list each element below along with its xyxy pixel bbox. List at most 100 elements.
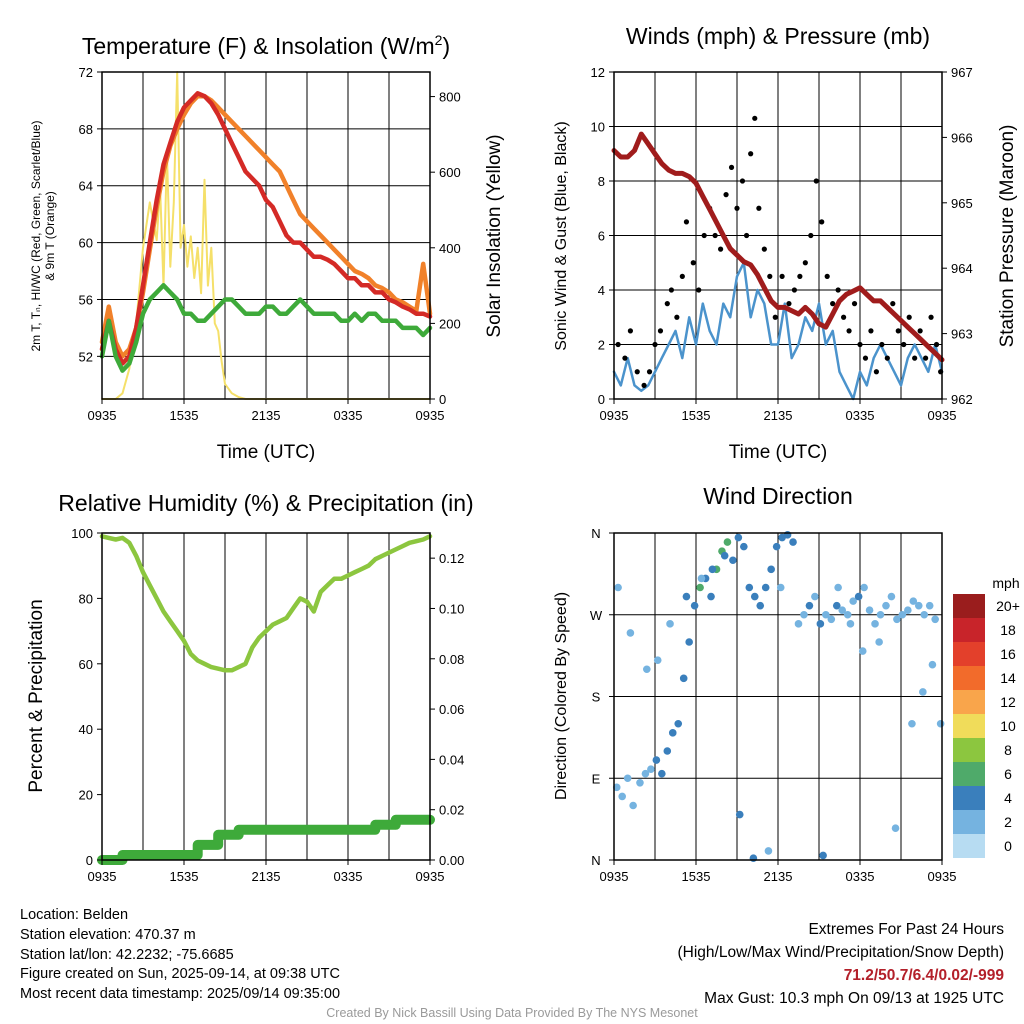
series-line-precipitation (97, 814, 435, 865)
direction-point (882, 601, 890, 610)
legend-title: mph (992, 575, 1019, 591)
direction-point (794, 620, 803, 628)
direction-point (734, 533, 743, 542)
legend-label: 0 (1004, 838, 1012, 854)
figure-created: Figure created on Sun, 2025-09-14, at 09… (20, 966, 340, 983)
gust-point (895, 328, 901, 334)
direction-point (800, 610, 808, 619)
direction-point (914, 601, 923, 610)
recent-data-timestamp: Most recent data timestamp: 2025/09/14 0… (20, 986, 341, 1003)
direction-point (871, 620, 879, 628)
y-right-tick-label: 963 (951, 327, 973, 342)
y-tick-label: N (591, 853, 600, 868)
direction-point (761, 583, 770, 592)
gust-point (627, 328, 634, 334)
legend-label: 2 (1004, 814, 1012, 830)
y-right-tick-label: 0.02 (439, 803, 464, 818)
gust-point (928, 314, 934, 320)
legend-swatch (953, 690, 985, 714)
y-tick-label: 72 (79, 65, 93, 80)
direction-point (679, 674, 688, 683)
gust-point (657, 328, 664, 334)
gust-point (819, 219, 825, 225)
y-right-tick-label: 964 (951, 261, 973, 276)
gust-point (830, 301, 836, 307)
gust-point (674, 314, 680, 320)
direction-point (891, 824, 900, 833)
x-axis-label: Time (UTC) (217, 442, 316, 463)
legend-label: 4 (1004, 790, 1012, 806)
x-tick-label: 0335 (334, 408, 363, 423)
x-tick-label: 0935 (416, 869, 445, 884)
gust-point (772, 314, 778, 320)
direction-point (849, 597, 857, 605)
x-tick-label: 2135 (252, 869, 281, 884)
direction-point (652, 756, 661, 764)
gust-point (712, 232, 718, 239)
x-axis-label: Time (UTC) (729, 442, 828, 463)
direction-point (865, 606, 874, 615)
series-line-green (99, 283, 433, 373)
direction-point (822, 610, 830, 619)
y-right-tick-label: 800 (439, 90, 461, 105)
y-axis-label: Direction (Colored By Speed) (553, 592, 570, 800)
y-tick-label: 60 (79, 236, 93, 251)
direction-point (772, 542, 781, 551)
gust-point (917, 328, 923, 334)
x-tick-label: 2135 (764, 869, 793, 884)
x-tick-label: 1535 (170, 408, 199, 423)
direction-point (887, 592, 896, 601)
y-tick-label: 12 (591, 65, 605, 80)
gust-point (824, 273, 830, 279)
y-tick-label: E (592, 771, 601, 786)
legend-swatch (953, 666, 985, 690)
y-right-tick-label: 0 (439, 392, 446, 407)
series-line-humidity (99, 534, 433, 673)
direction-point (931, 615, 939, 624)
y-right-tick-label: 0.10 (439, 601, 464, 616)
direction-point (740, 542, 748, 551)
gust-point (739, 178, 746, 184)
y-tick-label: 2 (598, 338, 605, 353)
y-tick-label: 8 (598, 174, 605, 189)
x-tick-label: 0935 (600, 869, 629, 884)
direction-point (846, 620, 855, 628)
direction-point (643, 665, 651, 674)
legend-label: 10 (1000, 718, 1016, 734)
y-right-tick-label: 962 (951, 392, 973, 407)
x-tick-label: 0935 (88, 408, 117, 423)
gust-point (868, 328, 874, 334)
direction-point (925, 601, 934, 610)
y-axis-label-right: Solar Insolation (Yellow) (484, 134, 505, 337)
gust-point (901, 341, 907, 348)
y-tick-label: N (591, 526, 600, 541)
y-axis-label-right: Station Pressure (Maroon) (997, 125, 1018, 348)
direction-point (685, 638, 693, 646)
gust-point (734, 205, 740, 211)
direction-point (776, 583, 785, 592)
y-tick-label: 20 (79, 788, 93, 803)
gust-point (791, 287, 798, 293)
y-tick-label: 68 (79, 122, 93, 137)
legend-swatch (953, 714, 985, 738)
direction-point (876, 610, 885, 619)
station-info: Location: Belden Station elevation: 470.… (20, 906, 340, 1005)
direction-point (708, 565, 717, 574)
gust-point (634, 369, 640, 375)
y-tick-label: 52 (79, 349, 93, 364)
direction-point (745, 583, 754, 592)
direction-point (629, 801, 637, 810)
y-axis-label: Percent & Precipitation (26, 599, 47, 792)
legend-label: 14 (1000, 670, 1016, 686)
y-right-tick-label: 967 (951, 65, 973, 80)
x-tick-label: 0935 (600, 408, 629, 423)
y-tick-label: 40 (79, 722, 93, 737)
direction-point (832, 601, 841, 610)
direction-point (653, 656, 662, 664)
chart-title: Temperature (F) & Insolation (W/m2) (82, 32, 450, 59)
gust-point (696, 287, 702, 293)
series-line-red (99, 91, 433, 366)
legend-swatch (953, 618, 985, 642)
gust-point (728, 164, 735, 170)
x-tick-label: 0935 (88, 869, 117, 884)
